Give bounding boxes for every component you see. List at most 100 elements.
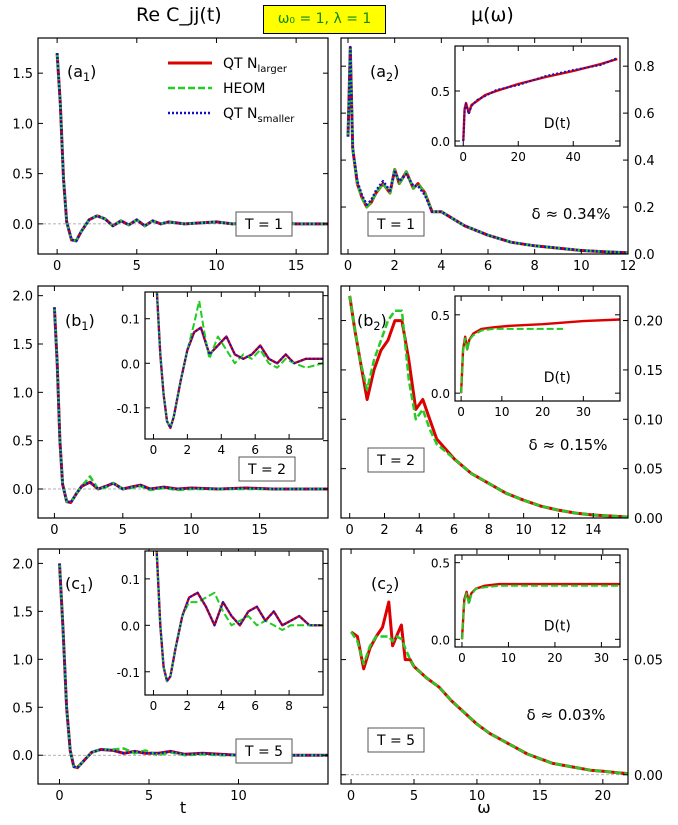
inset-b2-bg xyxy=(455,296,620,401)
inset-c1-frame xyxy=(144,550,324,696)
legend-entry: HEOM xyxy=(223,81,265,97)
temperature-box-c2 xyxy=(367,727,425,753)
y-tick-label: 0.5 xyxy=(12,168,33,183)
y-tick-label: 0.15 xyxy=(634,364,663,379)
x-tick-label: 10 xyxy=(573,259,590,274)
y-tick-label: 0.0 xyxy=(634,248,655,263)
y-tick-label: 0.0 xyxy=(431,633,450,647)
inset-title-a2: D(t) xyxy=(544,116,571,132)
x-tick-label: 0 xyxy=(150,443,158,457)
series-line-heom xyxy=(461,584,620,640)
inset-b2-series xyxy=(459,318,620,394)
y-tick-label: 1.5 xyxy=(12,67,33,82)
panel-b2-frame xyxy=(340,285,629,519)
panel-label-b2: (b2) xyxy=(357,311,387,333)
inset-c2: 0 10 20 30 0.0 0.5 xyxy=(431,554,621,665)
x-tick-label: 30 xyxy=(594,651,609,665)
inset-b1: 0 2 4 6 8 -0.1 0.0 0.1 xyxy=(117,291,324,457)
panel-label-c1: (c1) xyxy=(65,574,93,596)
x-tick-label: 20 xyxy=(535,405,550,419)
inset-c1: 0 2 4 6 8 -0.1 0.0 0.1 xyxy=(117,550,324,713)
temperature-box-a2 xyxy=(367,211,425,237)
y-tick-label: 0.8 xyxy=(634,60,655,75)
series-line-heom xyxy=(460,327,563,394)
x-tick-label: 0 xyxy=(347,789,355,804)
legend: QT Nlarger HEOM QT Nsmaller xyxy=(168,56,295,125)
x-tick-label: 5 xyxy=(133,259,141,274)
panel-b2: 0 2 4 6 8 10 12 140.000.050.100.150.20 xyxy=(340,285,663,538)
temperature-label-b1: T = 2 xyxy=(247,462,286,478)
x-tick-label: 0 xyxy=(55,789,63,804)
panel-c2-frame xyxy=(340,548,629,785)
series-line-qt-n_smaller xyxy=(155,551,323,683)
y-tick-label: 1.0 xyxy=(12,117,33,132)
x-tick-label: 15 xyxy=(251,523,268,538)
inset-b2: 0 10 20 30 0.0 0.5 xyxy=(431,295,621,419)
inset-c2-bg xyxy=(455,555,620,647)
temperature-label-c1: T = 5 xyxy=(244,744,283,760)
temperature-box-c1 xyxy=(235,738,293,764)
y-tick-label: 0.1 xyxy=(121,573,140,587)
x-tick-label: 0 xyxy=(346,523,354,538)
x-tick-label: 20 xyxy=(595,789,612,804)
inset-b2-frame xyxy=(454,295,621,402)
y-tick-label: 2.0 xyxy=(12,290,33,305)
x-tick-label: 10 xyxy=(501,651,516,665)
inset-b1-bg xyxy=(145,292,323,439)
x-tick-label: 4 xyxy=(217,699,225,713)
panel-c2-series xyxy=(350,600,628,776)
series-line-qt-n_smaller xyxy=(53,307,328,504)
x-axis-label-left: t xyxy=(180,798,186,817)
temperature-label-a1: T = 1 xyxy=(244,217,283,233)
panel-a1-frame xyxy=(37,37,329,255)
y-tick-label: 0.5 xyxy=(12,701,33,716)
legend-entry: QT Nsmaller xyxy=(223,106,295,125)
panel-c2: 0 5 10 15 200.000.05 xyxy=(340,548,663,804)
x-tick-label: 0 xyxy=(458,651,466,665)
series-line-heom xyxy=(348,295,628,518)
y-tick-label: 0.0 xyxy=(121,619,140,633)
x-tick-label: 0 xyxy=(457,405,465,419)
x-tick-label: 12 xyxy=(550,523,567,538)
x-tick-label: 2 xyxy=(184,699,192,713)
x-tick-label: 5 xyxy=(119,523,127,538)
y-tick-label: 0.0 xyxy=(431,135,450,149)
inset-b1-frame xyxy=(144,291,324,440)
y-tick-label: 0.0 xyxy=(121,357,140,371)
inset-a2: 0 20 40 0.0 0.5 xyxy=(431,45,621,164)
panel-label-a2: (a2) xyxy=(370,62,399,84)
x-tick-label: 5 xyxy=(145,789,153,804)
delta-label-c2: δ ≈ 0.03% xyxy=(527,706,606,724)
x-tick-label: 8 xyxy=(485,523,493,538)
x-tick-label: 15 xyxy=(288,259,305,274)
x-tick-label: 10 xyxy=(183,523,200,538)
panel-b1-frame xyxy=(37,285,329,519)
x-tick-label: 4 xyxy=(217,443,225,457)
series-line-heom xyxy=(346,46,628,254)
x-tick-label: 6 xyxy=(251,699,259,713)
y-tick-label: -0.1 xyxy=(117,402,140,416)
temperature-label-b2: T = 2 xyxy=(376,453,415,469)
x-tick-label: 0 xyxy=(53,259,61,274)
y-tick-label: 0.00 xyxy=(634,769,663,784)
x-tick-label: 15 xyxy=(532,789,549,804)
inset-a2-series xyxy=(462,57,618,142)
y-tick-label: 1.5 xyxy=(12,605,33,620)
x-tick-label: 2 xyxy=(380,523,388,538)
panel-a2: 0 2 4 6 8 10 120.00.20.40.60.8 xyxy=(340,37,655,274)
inset-c2-frame xyxy=(454,554,621,648)
series-line-heom xyxy=(350,631,628,775)
x-tick-label: 6 xyxy=(251,443,259,457)
y-tick-label: 0.1 xyxy=(121,313,140,327)
panel-b1-series xyxy=(52,307,328,504)
inset-title-b2: D(t) xyxy=(544,370,571,386)
y-tick-label: 0.5 xyxy=(431,557,450,571)
parameters-badge: ω₀ = 1, λ = 1 xyxy=(263,5,386,34)
x-tick-label: 0 xyxy=(344,259,352,274)
panel-label-a1: (a1) xyxy=(67,62,96,84)
y-tick-label: 0.4 xyxy=(634,154,655,169)
x-tick-label: 14 xyxy=(585,523,602,538)
panel-label-c2: (c2) xyxy=(371,574,399,596)
inset-c1-series xyxy=(155,551,323,683)
temperature-box-b1 xyxy=(238,456,296,482)
